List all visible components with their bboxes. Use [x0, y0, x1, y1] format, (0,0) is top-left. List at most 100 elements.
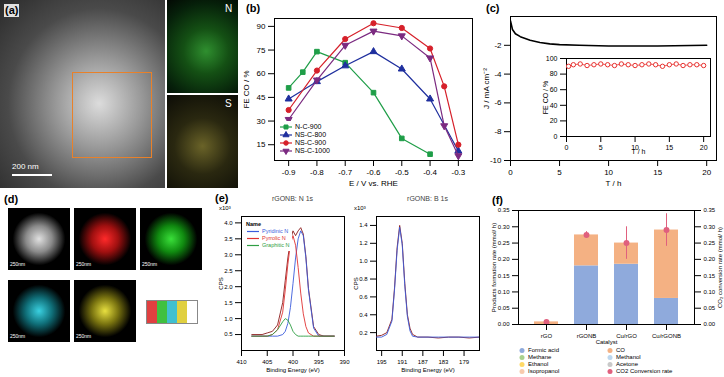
html-text:200 nm: 200 nm — [12, 162, 39, 171]
svg-text:5: 5 — [557, 168, 562, 177]
svg-text:0.30: 0.30 — [498, 224, 510, 230]
svg-text:390: 390 — [339, 359, 350, 365]
svg-text:1.2: 1.2 — [359, 240, 368, 246]
svg-text:Binding Energy (eV): Binding Energy (eV) — [266, 367, 320, 373]
svg-text:CO₂ conversion rate (mmol/ h): CO₂ conversion rate (mmol/ h) — [717, 227, 723, 308]
svg-text:75: 75 — [257, 46, 266, 55]
svg-text:0.00: 0.00 — [498, 321, 510, 327]
svg-text:rGO: rGO — [541, 333, 553, 339]
svg-text:10: 10 — [604, 168, 613, 177]
html-text:(b): (b) — [246, 2, 260, 14]
svg-text:0.25: 0.25 — [498, 240, 510, 246]
svg-text:20: 20 — [702, 168, 711, 177]
svg-text:187: 187 — [418, 359, 429, 365]
svg-text:FE CO / %: FE CO / % — [242, 70, 251, 108]
svg-text:179: 179 — [459, 359, 470, 365]
svg-text:1.5: 1.5 — [224, 300, 233, 306]
svg-text:15: 15 — [653, 168, 662, 177]
svg-text:CPS: CPS — [218, 277, 224, 289]
html-text:(a): (a) — [5, 4, 19, 16]
svg-text:-6: -6 — [494, 98, 502, 107]
svg-text:183: 183 — [438, 359, 449, 365]
svg-text:5: 5 — [599, 144, 603, 151]
svg-text:0.05: 0.05 — [704, 305, 716, 311]
svg-text:0.30: 0.30 — [704, 224, 716, 230]
svg-text:2.0: 2.0 — [224, 284, 233, 290]
svg-text:-0.8: -0.8 — [310, 168, 324, 177]
svg-text:0.5: 0.5 — [224, 331, 233, 337]
html-text:(e): (e) — [215, 192, 229, 204]
svg-text:J / mA cm⁻²: J / mA cm⁻² — [482, 68, 491, 109]
html-text:S: S — [225, 98, 232, 109]
svg-text:60: 60 — [257, 69, 266, 78]
svg-text:-10: -10 — [490, 156, 502, 165]
svg-text:0.8: 0.8 — [359, 276, 368, 282]
svg-text:0.35: 0.35 — [704, 207, 716, 213]
svg-text:30: 30 — [257, 117, 266, 126]
svg-text:0.6: 0.6 — [359, 294, 368, 300]
svg-text:20: 20 — [550, 117, 558, 124]
svg-text:0: 0 — [554, 133, 558, 140]
svg-text:Catalyst: Catalyst — [596, 339, 618, 345]
svg-text:-0.6: -0.6 — [367, 168, 381, 177]
svg-text:0.05: 0.05 — [498, 305, 510, 311]
svg-text:4.0: 4.0 — [224, 220, 233, 226]
svg-text:0.00: 0.00 — [704, 321, 716, 327]
svg-text:410: 410 — [236, 359, 247, 365]
svg-text:15: 15 — [257, 140, 266, 149]
svg-text:15: 15 — [665, 144, 673, 151]
svg-text:80: 80 — [550, 70, 558, 77]
svg-text:-4: -4 — [494, 70, 502, 79]
svg-text:Binding Energy (eV): Binding Energy (eV) — [401, 367, 455, 373]
html-text:(f): (f) — [492, 194, 503, 206]
svg-text:-0.3: -0.3 — [451, 168, 465, 177]
svg-text:FE CO / %: FE CO / % — [542, 81, 549, 114]
svg-text:0.35: 0.35 — [498, 207, 510, 213]
svg-text:3.0: 3.0 — [224, 252, 233, 258]
svg-text:Products formation rate (mmol/: Products formation rate (mmol/ h) — [491, 223, 497, 312]
svg-text:0.2: 0.2 — [359, 330, 368, 336]
svg-text:-2: -2 — [494, 41, 502, 50]
svg-text:40: 40 — [550, 102, 558, 109]
svg-text:0: 0 — [508, 168, 513, 177]
svg-text:-0.9: -0.9 — [282, 168, 296, 177]
svg-text:T / h: T / h — [606, 179, 622, 188]
svg-text:-0.7: -0.7 — [338, 168, 352, 177]
svg-text:-0.4: -0.4 — [423, 168, 437, 177]
svg-text:0.10: 0.10 — [704, 289, 716, 295]
svg-text:395: 395 — [314, 359, 325, 365]
html-text:(c): (c) — [486, 2, 500, 14]
svg-text:0.10: 0.10 — [498, 289, 510, 295]
svg-text:0.20: 0.20 — [498, 256, 510, 262]
svg-text:Cu/rGO: Cu/rGO — [616, 333, 637, 339]
svg-text:405: 405 — [262, 359, 273, 365]
svg-text:0: 0 — [565, 144, 569, 151]
svg-text:400: 400 — [288, 359, 299, 365]
svg-text:Cu/rGONB: Cu/rGONB — [652, 333, 681, 339]
svg-text:0.20: 0.20 — [704, 256, 716, 262]
html-text:N: N — [225, 3, 233, 14]
svg-text:2.5: 2.5 — [224, 268, 233, 274]
svg-text:1.0: 1.0 — [359, 258, 368, 264]
svg-text:3.5: 3.5 — [224, 236, 233, 242]
svg-text:E / V vs. RHE: E / V vs. RHE — [349, 179, 398, 188]
svg-text:-0.5: -0.5 — [395, 168, 409, 177]
svg-text:90: 90 — [257, 22, 266, 31]
svg-text:0.25: 0.25 — [704, 240, 716, 246]
svg-text:0.4: 0.4 — [359, 312, 368, 318]
svg-text:1.0: 1.0 — [224, 316, 233, 322]
svg-text:1.4: 1.4 — [359, 222, 368, 228]
svg-text:0.15: 0.15 — [704, 273, 716, 279]
svg-text:rGONB: rGONB — [577, 333, 597, 339]
svg-text:0.15: 0.15 — [498, 273, 510, 279]
svg-text:20: 20 — [700, 144, 708, 151]
svg-text:CPS: CPS — [353, 277, 359, 289]
svg-text:60: 60 — [550, 86, 558, 93]
svg-text:191: 191 — [397, 359, 408, 365]
html-text:(d): (d) — [4, 193, 18, 205]
svg-text:195: 195 — [377, 359, 388, 365]
svg-text:100: 100 — [546, 55, 558, 62]
svg-text:45: 45 — [257, 93, 266, 102]
svg-text:T / h: T / h — [632, 148, 646, 155]
svg-text:-8: -8 — [494, 127, 502, 136]
